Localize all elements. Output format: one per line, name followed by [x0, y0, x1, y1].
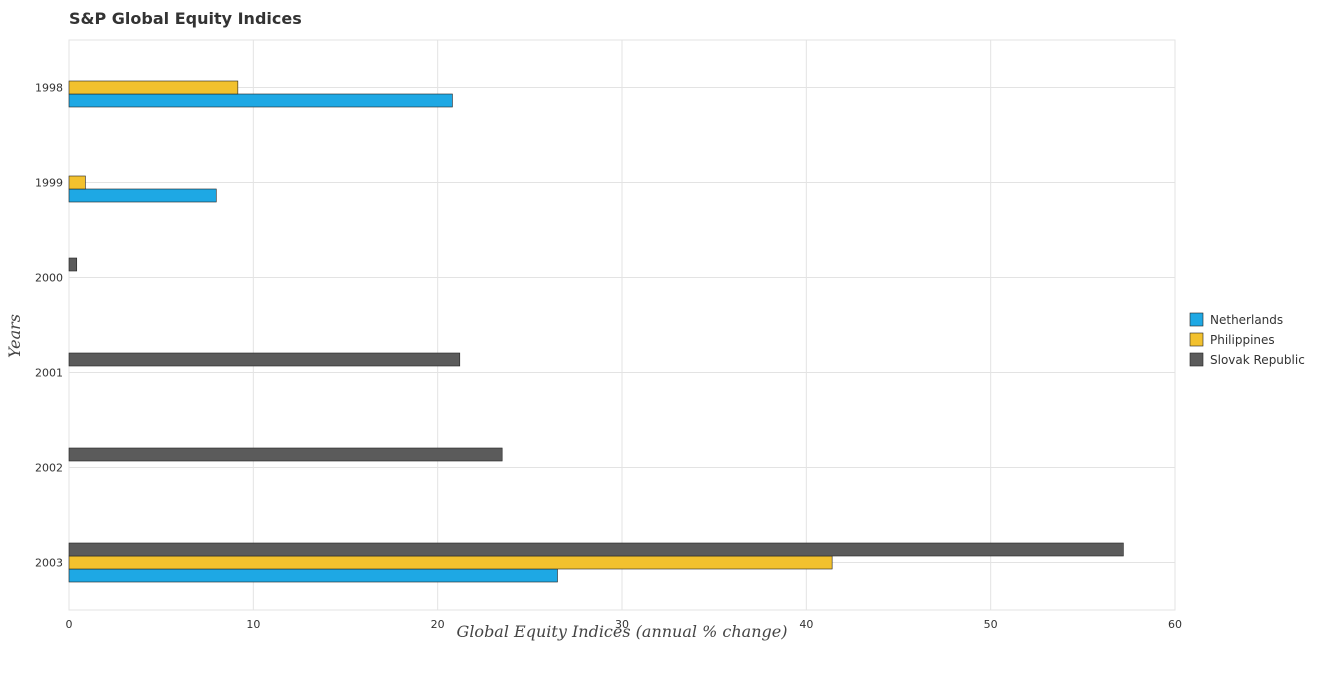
bar-netherlands-2003 — [68, 568, 558, 583]
bar-philippines-1999 — [68, 175, 86, 190]
legend-swatch — [1189, 312, 1204, 327]
y-tick-label: 2001 — [35, 367, 63, 380]
x-tick-label: 40 — [799, 618, 813, 631]
legend-label: Slovak Republic — [1210, 353, 1305, 367]
grid — [68, 39, 1176, 611]
y-tick-label: 2003 — [35, 557, 63, 570]
y-tick-label: 1998 — [35, 82, 63, 95]
legend: Netherlands Philippines Slovak Republic — [1189, 312, 1305, 367]
bar-philippines-1998 — [68, 80, 239, 95]
y-tick-label: 2002 — [35, 462, 63, 475]
bar-netherlands-1999 — [68, 188, 217, 203]
x-tick-label: 30 — [615, 618, 629, 631]
x-tick-label: 10 — [246, 618, 260, 631]
bar-slovak-republic-2002 — [68, 447, 503, 462]
legend-label: Philippines — [1210, 333, 1275, 347]
legend-label: Netherlands — [1210, 313, 1283, 327]
legend-swatch — [1189, 352, 1204, 367]
y-axis-ticks: 1998 1999 2000 2001 2002 2003 — [35, 82, 63, 570]
bar-netherlands-1998 — [68, 93, 453, 108]
legend-swatch — [1189, 332, 1204, 347]
bar-slovak-republic-2003 — [68, 542, 1124, 557]
x-axis-ticks: 0 10 20 30 40 50 60 — [66, 618, 1183, 631]
x-tick-label: 0 — [66, 618, 73, 631]
y-tick-label: 2000 — [35, 272, 63, 285]
y-axis-label: Years — [5, 314, 24, 358]
x-tick-label: 20 — [431, 618, 445, 631]
bar-slovak-republic-2001 — [68, 352, 461, 367]
bar-philippines-2003 — [68, 555, 833, 570]
y-tick-label: 1999 — [35, 177, 63, 190]
bar-slovak-republic-2000 — [68, 257, 78, 272]
bars — [68, 80, 1124, 583]
chart-title: S&P Global Equity Indices — [69, 9, 302, 28]
x-tick-label: 60 — [1168, 618, 1182, 631]
x-axis-label: Global Equity Indices (annual % change) — [457, 622, 788, 641]
x-tick-label: 50 — [984, 618, 998, 631]
